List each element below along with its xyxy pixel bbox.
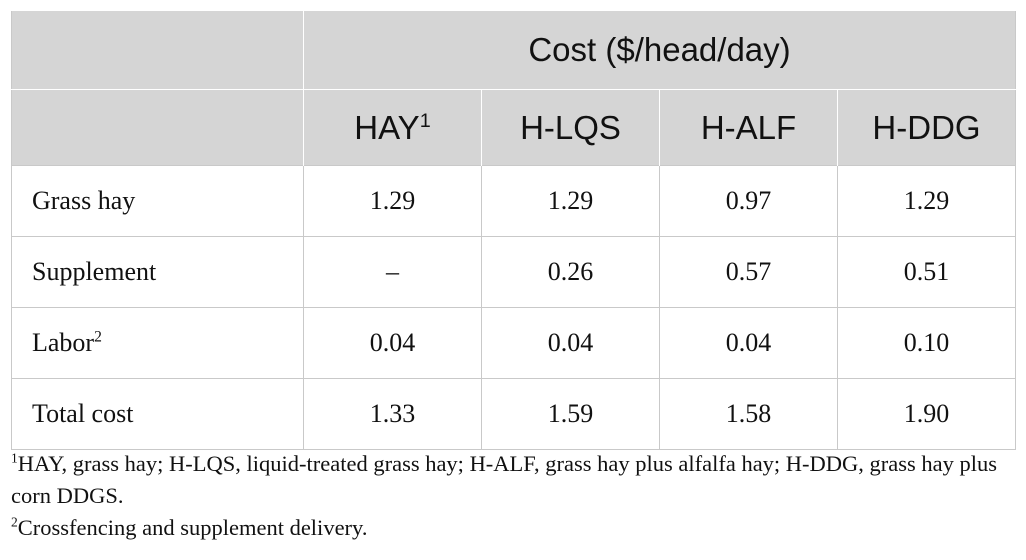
header-row-top: Cost ($/head/day) bbox=[11, 11, 1016, 90]
stub-header-lower bbox=[11, 89, 304, 166]
table-cell: 0.51 bbox=[837, 236, 1016, 308]
footnote-mark: 1 bbox=[11, 450, 18, 466]
header-row-columns: HAY1 H-LQS H-ALF H-DDG bbox=[11, 89, 1016, 166]
table-cell: 0.97 bbox=[659, 165, 838, 237]
row-label: Supplement bbox=[11, 236, 304, 308]
table-cell: 1.29 bbox=[303, 165, 482, 237]
row-label: Grass hay bbox=[11, 165, 304, 237]
footnote-1: 1HAY, grass hay; H-LQS, liquid-treated g… bbox=[11, 448, 1015, 512]
row-label: Total cost bbox=[11, 378, 304, 450]
footnote-mark: 2 bbox=[94, 328, 102, 346]
footnote-text: HAY, grass hay; H-LQS, liquid-treated gr… bbox=[11, 451, 998, 508]
table-cell: 0.04 bbox=[659, 307, 838, 379]
table-row-labor: Labor2 0.04 0.04 0.04 0.10 bbox=[11, 307, 1016, 379]
column-header-hay: HAY1 bbox=[303, 89, 482, 166]
footnote-2: 2Crossfencing and supplement delivery. bbox=[11, 512, 1015, 544]
table-cell: 0.10 bbox=[837, 307, 1016, 379]
column-header-label: H-DDG bbox=[872, 108, 981, 146]
footnote-text: Crossfencing and supplement delivery. bbox=[17, 515, 368, 540]
cost-table-container: Cost ($/head/day) HAY1 H-LQS H-ALF H-DDG… bbox=[11, 11, 1016, 450]
table-cell: 1.33 bbox=[303, 378, 482, 450]
column-header-label: H-LQS bbox=[520, 108, 621, 146]
footnote-mark: 2 bbox=[11, 514, 18, 530]
table-row-total-cost: Total cost 1.33 1.59 1.58 1.90 bbox=[11, 378, 1016, 450]
cost-table: Cost ($/head/day) HAY1 H-LQS H-ALF H-DDG… bbox=[11, 11, 1016, 450]
column-header-label: HAY bbox=[354, 108, 420, 146]
footnote-mark: 1 bbox=[419, 109, 431, 132]
table-cell: 0.04 bbox=[481, 307, 660, 379]
table-footnotes: 1HAY, grass hay; H-LQS, liquid-treated g… bbox=[11, 448, 1015, 544]
table-cell: 1.29 bbox=[837, 165, 1016, 237]
table-cell: 0.04 bbox=[303, 307, 482, 379]
table-row-grass-hay: Grass hay 1.29 1.29 0.97 1.29 bbox=[11, 165, 1016, 237]
row-label: Labor bbox=[32, 328, 95, 357]
column-header-h-alf: H-ALF bbox=[659, 89, 838, 166]
table-cell: 1.58 bbox=[659, 378, 838, 450]
table-cell: 0.57 bbox=[659, 236, 838, 308]
table-row-supplement: Supplement – 0.26 0.57 0.51 bbox=[11, 236, 1016, 308]
table-cell: 1.29 bbox=[481, 165, 660, 237]
table-cell: 1.59 bbox=[481, 378, 660, 450]
table-cell: 1.90 bbox=[837, 378, 1016, 450]
cost-super-header: Cost ($/head/day) bbox=[303, 11, 1016, 90]
column-header-h-lqs: H-LQS bbox=[481, 89, 660, 166]
column-header-h-ddg: H-DDG bbox=[837, 89, 1016, 166]
stub-header bbox=[11, 11, 304, 90]
table-cell: – bbox=[303, 236, 482, 308]
table-cell: 0.26 bbox=[481, 236, 660, 308]
column-header-label: H-ALF bbox=[700, 108, 797, 146]
row-label-cell: Labor2 bbox=[11, 307, 304, 379]
